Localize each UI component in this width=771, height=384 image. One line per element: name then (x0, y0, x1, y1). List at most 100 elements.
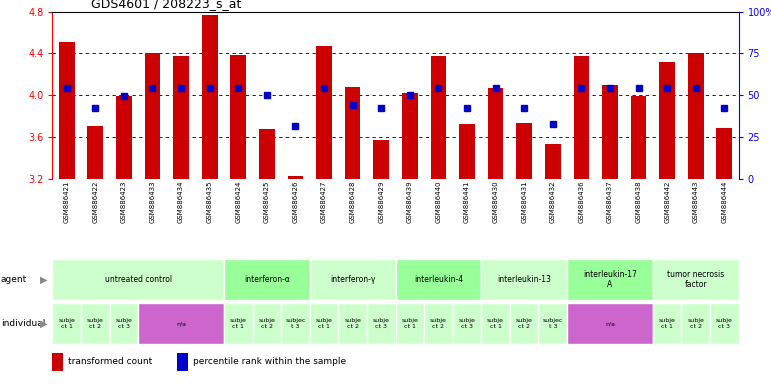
Bar (345, 87, 361, 179)
Text: GSM886438: GSM886438 (635, 180, 641, 223)
Text: GSM886439: GSM886439 (407, 180, 412, 223)
Bar (52, 353, 63, 371)
Text: subje
ct 2: subje ct 2 (687, 318, 704, 329)
Text: subje
ct 2: subje ct 2 (344, 318, 361, 329)
Bar (602, 84, 618, 179)
Bar (253, 303, 281, 344)
Bar (288, 177, 303, 179)
Text: subje
ct 3: subje ct 3 (116, 318, 133, 329)
Text: interferon-γ: interferon-γ (330, 275, 375, 284)
Text: GSM886422: GSM886422 (93, 180, 99, 222)
Text: subje
ct 2: subje ct 2 (87, 318, 104, 329)
Bar (52, 303, 81, 344)
Bar (481, 258, 567, 300)
Text: subje
ct 1: subje ct 1 (230, 318, 247, 329)
Text: GSM886432: GSM886432 (550, 180, 556, 223)
Text: GSM886436: GSM886436 (578, 180, 584, 223)
Text: GSM886428: GSM886428 (349, 180, 355, 223)
Bar (574, 56, 589, 179)
Text: GSM886429: GSM886429 (379, 180, 384, 223)
Bar (567, 258, 653, 300)
Bar (338, 303, 367, 344)
Text: GSM886441: GSM886441 (464, 180, 470, 223)
Text: ▶: ▶ (40, 274, 48, 285)
Text: ▶: ▶ (40, 318, 48, 329)
Text: subje
ct 1: subje ct 1 (315, 318, 332, 329)
Bar (109, 303, 138, 344)
Text: n/a: n/a (176, 321, 186, 326)
Bar (145, 53, 160, 179)
Text: transformed count: transformed count (68, 357, 152, 366)
Text: GSM886440: GSM886440 (436, 180, 442, 223)
Text: subje
ct 1: subje ct 1 (487, 318, 504, 329)
Text: GSM886427: GSM886427 (321, 180, 327, 223)
Bar (653, 303, 682, 344)
Bar (481, 303, 510, 344)
Bar (510, 303, 538, 344)
Bar (59, 42, 75, 179)
Bar (177, 353, 188, 371)
Text: n/a: n/a (605, 321, 615, 326)
Bar (224, 258, 310, 300)
Text: subje
ct 2: subje ct 2 (430, 318, 447, 329)
Bar (682, 303, 710, 344)
Bar (316, 46, 332, 179)
Text: GSM886444: GSM886444 (722, 180, 727, 222)
Bar (688, 53, 704, 179)
Text: GSM886437: GSM886437 (607, 180, 613, 223)
Bar (116, 96, 132, 179)
Text: GSM886424: GSM886424 (235, 180, 241, 222)
Bar (567, 303, 653, 344)
Text: individual: individual (1, 319, 45, 328)
Bar (716, 128, 732, 179)
Text: subjec
t 3: subjec t 3 (285, 318, 305, 329)
Text: interferon-α: interferon-α (244, 275, 290, 284)
Text: percentile rank within the sample: percentile rank within the sample (193, 357, 346, 366)
Text: GSM886433: GSM886433 (150, 180, 156, 223)
Text: agent: agent (1, 275, 27, 284)
Text: subje
ct 3: subje ct 3 (373, 318, 389, 329)
Text: subje
ct 3: subje ct 3 (716, 318, 732, 329)
Text: GSM886442: GSM886442 (664, 180, 670, 222)
Bar (52, 258, 224, 300)
Text: tumor necrosis
factor: tumor necrosis factor (667, 270, 725, 289)
Bar (710, 303, 739, 344)
Bar (396, 258, 481, 300)
Text: GSM886434: GSM886434 (178, 180, 184, 223)
Bar (545, 144, 561, 179)
Text: GSM886426: GSM886426 (292, 180, 298, 223)
Text: GSM886423: GSM886423 (121, 180, 127, 223)
Text: interleukin-4: interleukin-4 (414, 275, 463, 284)
Bar (173, 56, 189, 179)
Bar (538, 303, 567, 344)
Bar (81, 303, 109, 344)
Text: subje
ct 2: subje ct 2 (516, 318, 533, 329)
Text: subje
ct 1: subje ct 1 (658, 318, 675, 329)
Text: GSM886431: GSM886431 (521, 180, 527, 223)
Bar (231, 55, 246, 179)
Bar (224, 303, 253, 344)
Bar (367, 303, 396, 344)
Text: subjec
t 3: subjec t 3 (543, 318, 563, 329)
Text: untreated control: untreated control (105, 275, 172, 284)
Text: interleukin-17
A: interleukin-17 A (583, 270, 637, 289)
Bar (202, 15, 217, 179)
Text: GSM886425: GSM886425 (264, 180, 270, 222)
Text: GSM886435: GSM886435 (207, 180, 213, 223)
Text: GSM886443: GSM886443 (692, 180, 699, 223)
Bar (281, 303, 310, 344)
Bar (402, 93, 418, 179)
Text: GSM886430: GSM886430 (493, 180, 499, 223)
Bar (87, 126, 103, 179)
Text: subje
ct 1: subje ct 1 (59, 318, 75, 329)
Text: subje
ct 2: subje ct 2 (258, 318, 275, 329)
Bar (453, 303, 481, 344)
Bar (310, 258, 396, 300)
Bar (430, 56, 446, 179)
Bar (424, 303, 453, 344)
Bar (659, 61, 675, 179)
Bar (259, 129, 274, 179)
Text: subje
ct 3: subje ct 3 (459, 318, 476, 329)
Text: interleukin-13: interleukin-13 (497, 275, 551, 284)
Bar (517, 123, 532, 179)
